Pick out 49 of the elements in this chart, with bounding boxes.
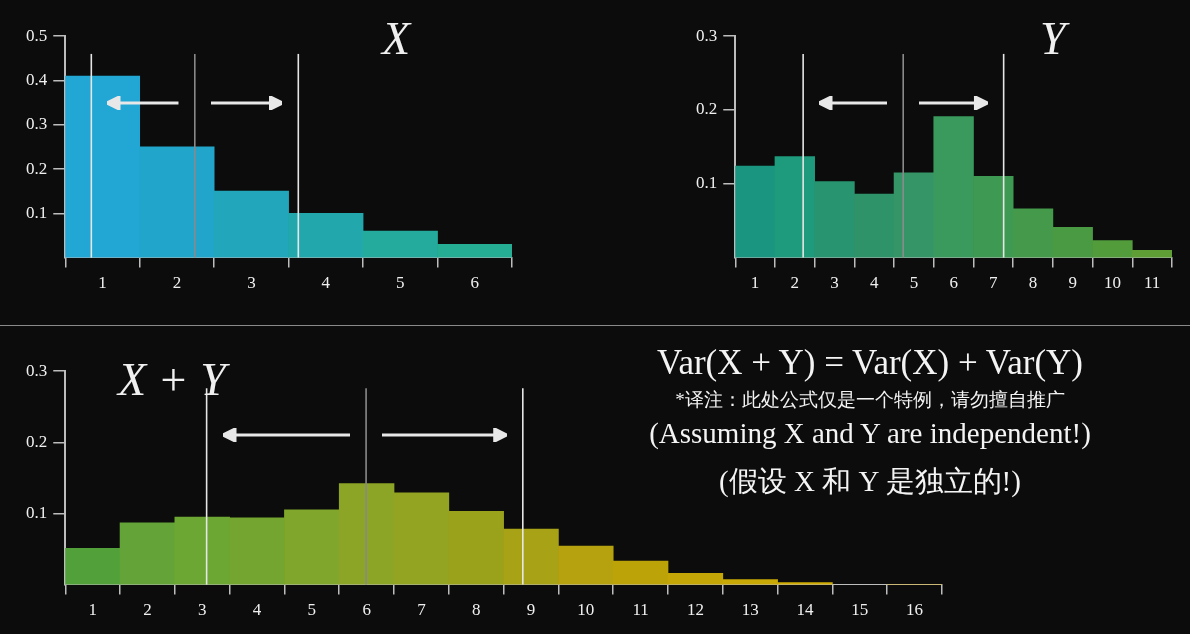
x-tick-label: 7 (417, 600, 427, 620)
x-tick-label: 10 (1103, 273, 1121, 293)
x-tick-label: 5 (909, 273, 919, 293)
x-tick-label: 13 (741, 600, 759, 620)
x-tick-label: 1 (98, 273, 107, 293)
x-tick-label: 3 (247, 273, 256, 293)
x-tick-label: 2 (172, 273, 182, 293)
x-tick-label: 2 (790, 273, 800, 293)
x-tick-label: 6 (470, 273, 480, 293)
y-tick-label: 0.2 (696, 99, 718, 119)
x-tick-label: 9 (526, 600, 536, 620)
x-tick-label: 3 (830, 273, 839, 293)
annotation: (假设 X 和 Y 是独立的!) (718, 464, 1022, 499)
y-tick-label: 0.3 (26, 360, 48, 380)
x-tick-label: 6 (949, 273, 958, 293)
x-tick-label: 5 (307, 600, 317, 620)
x-tick-label: 2 (143, 600, 152, 620)
x-tick-label: 8 (1028, 273, 1038, 293)
chart-title: X (382, 12, 411, 65)
y-tick-label: 0.3 (696, 25, 718, 45)
y-tick-label: 0.2 (26, 158, 48, 178)
x-tick-label: 10 (577, 600, 595, 620)
x-tick-label: 4 (252, 600, 262, 620)
y-tick-label: 0.3 (26, 114, 48, 134)
x-tick-label: 7 (989, 273, 999, 293)
annotation: *译注：此处公式仅是一个特例，请勿擅自推广 (674, 388, 1066, 412)
x-tick-label: 4 (869, 273, 879, 293)
x-tick-label: 3 (197, 600, 207, 620)
y-tick-label: 0.2 (26, 431, 48, 451)
x-tick-label: 1 (750, 273, 760, 293)
x-tick-label: 6 (362, 600, 371, 620)
y-tick-label: 0.5 (26, 25, 48, 45)
y-tick-label: 0.4 (26, 69, 48, 89)
x-tick-label: 14 (796, 600, 815, 620)
x-tick-label: 9 (1068, 273, 1077, 293)
x-tick-label: 11 (1143, 273, 1161, 293)
annotation: (Assuming X and Y are independent!) (648, 417, 1092, 450)
x-tick-label: 1 (88, 600, 97, 620)
x-tick-label: 11 (632, 600, 649, 620)
x-tick-label: 15 (851, 600, 869, 620)
x-tick-label: 8 (471, 600, 481, 620)
x-tick-label: 4 (321, 273, 331, 293)
y-tick-label: 0.1 (26, 202, 48, 222)
x-tick-label: 12 (686, 600, 704, 620)
y-tick-label: 0.1 (26, 502, 48, 522)
x-tick-label: 5 (396, 273, 405, 293)
x-tick-label: 16 (906, 600, 924, 620)
annotation: Var(X + Y) = Var(X) + Var(Y) (656, 343, 1084, 383)
y-tick-label: 0.1 (696, 173, 718, 193)
